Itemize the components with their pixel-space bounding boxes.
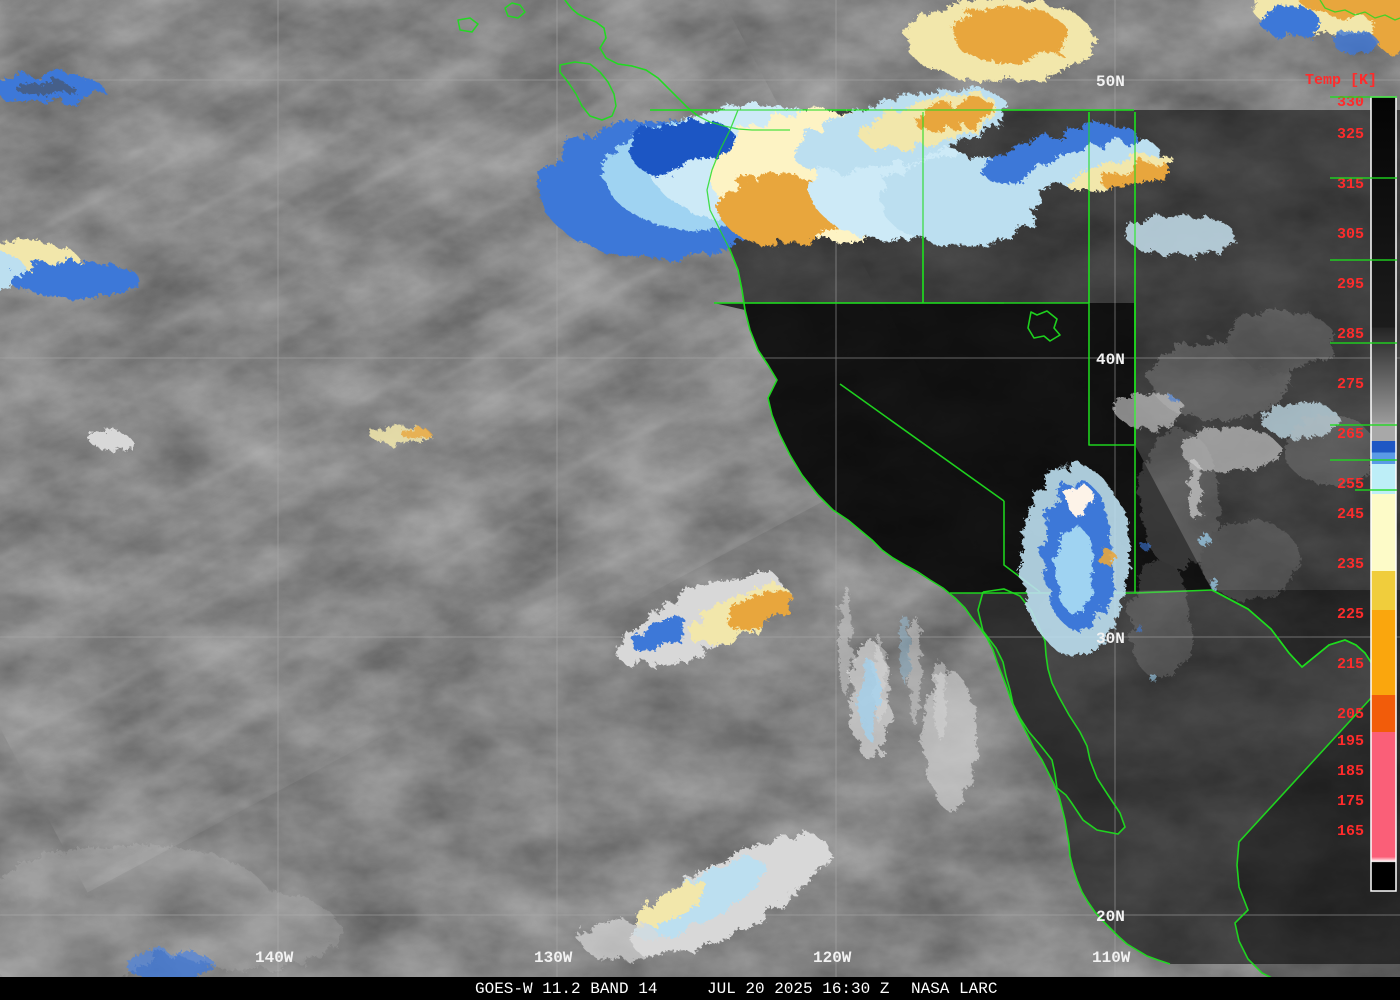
svg-text:295: 295 xyxy=(1337,276,1364,293)
svg-text:235: 235 xyxy=(1337,556,1364,573)
svg-text:140W: 140W xyxy=(255,949,294,967)
svg-text:165: 165 xyxy=(1337,823,1364,840)
svg-text:205: 205 xyxy=(1337,706,1364,723)
svg-text:30N: 30N xyxy=(1096,630,1125,648)
svg-text:20N: 20N xyxy=(1096,908,1125,926)
svg-text:325: 325 xyxy=(1337,126,1364,143)
svg-text:110W: 110W xyxy=(1092,949,1131,967)
svg-text:GOES-W 11.2 BAND 14: GOES-W 11.2 BAND 14 xyxy=(475,980,657,998)
svg-text:NASA LARC: NASA LARC xyxy=(911,980,997,998)
svg-text:245: 245 xyxy=(1337,506,1364,523)
svg-text:285: 285 xyxy=(1337,326,1364,343)
svg-text:275: 275 xyxy=(1337,376,1364,393)
svg-text:265: 265 xyxy=(1337,426,1364,443)
svg-text:130W: 130W xyxy=(534,949,573,967)
svg-text:185: 185 xyxy=(1337,763,1364,780)
svg-text:JUL 20 2025 16:30 Z: JUL 20 2025 16:30 Z xyxy=(707,980,890,998)
svg-text:225: 225 xyxy=(1337,606,1364,623)
svg-text:40N: 40N xyxy=(1096,351,1125,369)
svg-text:175: 175 xyxy=(1337,793,1364,810)
svg-text:305: 305 xyxy=(1337,226,1364,243)
svg-text:50N: 50N xyxy=(1096,73,1125,91)
svg-text:120W: 120W xyxy=(813,949,852,967)
svg-text:Temp [K]: Temp [K] xyxy=(1305,72,1377,89)
svg-text:215: 215 xyxy=(1337,656,1364,673)
svg-text:195: 195 xyxy=(1337,733,1364,750)
